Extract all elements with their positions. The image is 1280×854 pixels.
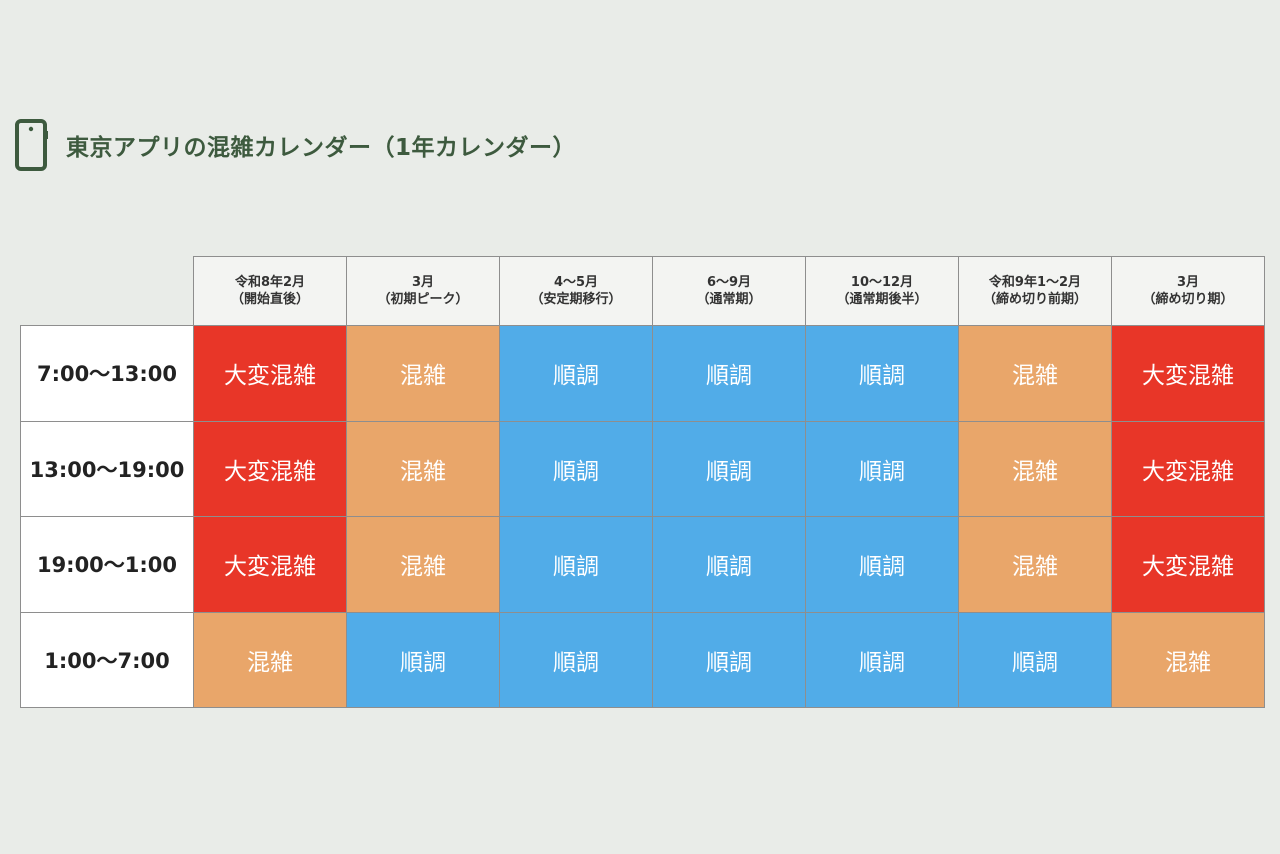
column-header: 10～12月 （通常期後半） (805, 256, 959, 326)
status-cell-crowded: 混雑 (193, 611, 347, 708)
column-header-phase: （初期ピーク） (377, 292, 469, 307)
column-header-period: 3月 (1176, 275, 1200, 290)
column-header-period: 3月 (411, 275, 435, 290)
congestion-calendar-table: 令和8年2月 （開始直後） 3月 （初期ピーク） 4～5月 （安定期移行） 6～9月 （通常期… (20, 256, 1265, 708)
column-header-phase: （締め切り期） (1142, 292, 1234, 307)
status-cell-smooth: 順調 (499, 611, 653, 708)
table-corner (20, 256, 193, 325)
column-header-phase: （開始直後） (230, 292, 309, 307)
title-row: 東京アプリの混雑カレンダー（1年カレンダー） (14, 119, 576, 171)
column-header: 4～5月 （安定期移行） (499, 256, 653, 326)
status-cell-smooth: 順調 (499, 516, 653, 613)
status-cell-very-crowded: 大変混雑 (193, 420, 347, 517)
column-header: 3月 （初期ピーク） (346, 256, 500, 326)
status-cell-smooth: 順調 (652, 516, 806, 613)
column-header-period: 令和8年2月 (234, 275, 306, 290)
status-cell-smooth: 順調 (499, 420, 653, 517)
column-header-period: 4～5月 (553, 275, 599, 290)
column-header-period: 令和9年1～2月 (988, 275, 1082, 290)
status-cell-smooth: 順調 (346, 611, 500, 708)
status-cell-very-crowded: 大変混雑 (1111, 420, 1265, 517)
status-cell-smooth: 順調 (805, 420, 959, 517)
status-cell-crowded: 混雑 (346, 516, 500, 613)
column-header: 3月 （締め切り期） (1111, 256, 1265, 326)
status-cell-crowded: 混雑 (1111, 611, 1265, 708)
column-header-phase: （通常期後半） (836, 292, 928, 307)
page-title: 東京アプリの混雑カレンダー（1年カレンダー） (66, 135, 577, 161)
row-time-label: 13:00～19:00 (20, 420, 194, 517)
status-cell-smooth: 順調 (805, 325, 959, 422)
status-cell-crowded: 混雑 (346, 420, 500, 517)
column-header-phase: （締め切り前期） (982, 292, 1087, 307)
status-cell-very-crowded: 大変混雑 (1111, 516, 1265, 613)
status-cell-very-crowded: 大変混雑 (193, 516, 347, 613)
column-header: 令和8年2月 （開始直後） (193, 256, 347, 326)
column-header-phase: （通常期） (696, 292, 762, 307)
status-cell-smooth: 順調 (805, 516, 959, 613)
column-header-period: 10～12月 (850, 275, 914, 290)
status-cell-crowded: 混雑 (958, 420, 1112, 517)
status-cell-crowded: 混雑 (958, 325, 1112, 422)
status-cell-smooth: 順調 (805, 611, 959, 708)
column-header-phase: （安定期移行） (530, 292, 622, 307)
status-cell-smooth: 順調 (499, 325, 653, 422)
row-time-label: 19:00～1:00 (20, 516, 194, 613)
status-cell-crowded: 混雑 (958, 516, 1112, 613)
status-cell-crowded: 混雑 (346, 325, 500, 422)
status-cell-smooth: 順調 (652, 420, 806, 517)
row-time-label: 1:00～7:00 (20, 611, 194, 708)
status-cell-smooth: 順調 (958, 611, 1112, 708)
status-cell-smooth: 順調 (652, 611, 806, 708)
smartphone-icon (15, 119, 48, 171)
column-header-period: 6～9月 (706, 275, 752, 290)
row-time-label: 7:00～13:00 (20, 325, 194, 422)
status-cell-very-crowded: 大変混雑 (193, 325, 347, 422)
status-cell-very-crowded: 大変混雑 (1111, 325, 1265, 422)
column-header: 令和9年1～2月 （締め切り前期） (958, 256, 1112, 326)
status-cell-smooth: 順調 (652, 325, 806, 422)
column-header: 6～9月 （通常期） (652, 256, 806, 326)
